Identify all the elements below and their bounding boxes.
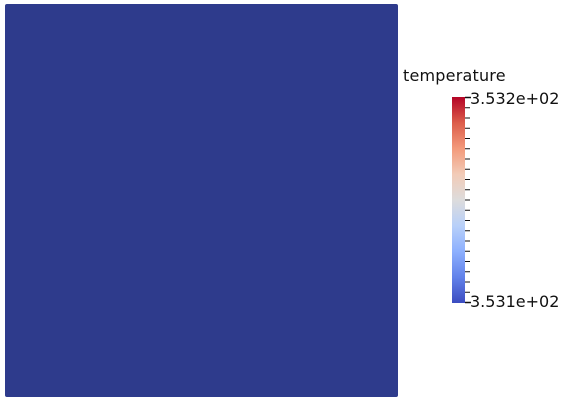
color-legend-bar bbox=[452, 97, 465, 303]
temperature-field-surface[interactable] bbox=[5, 4, 398, 397]
legend-max-label: 3.532e+02 bbox=[470, 89, 560, 108]
legend-title: temperature bbox=[403, 66, 506, 85]
color-legend-ticks bbox=[465, 96, 471, 304]
legend-min-label: 3.531e+02 bbox=[470, 292, 560, 311]
